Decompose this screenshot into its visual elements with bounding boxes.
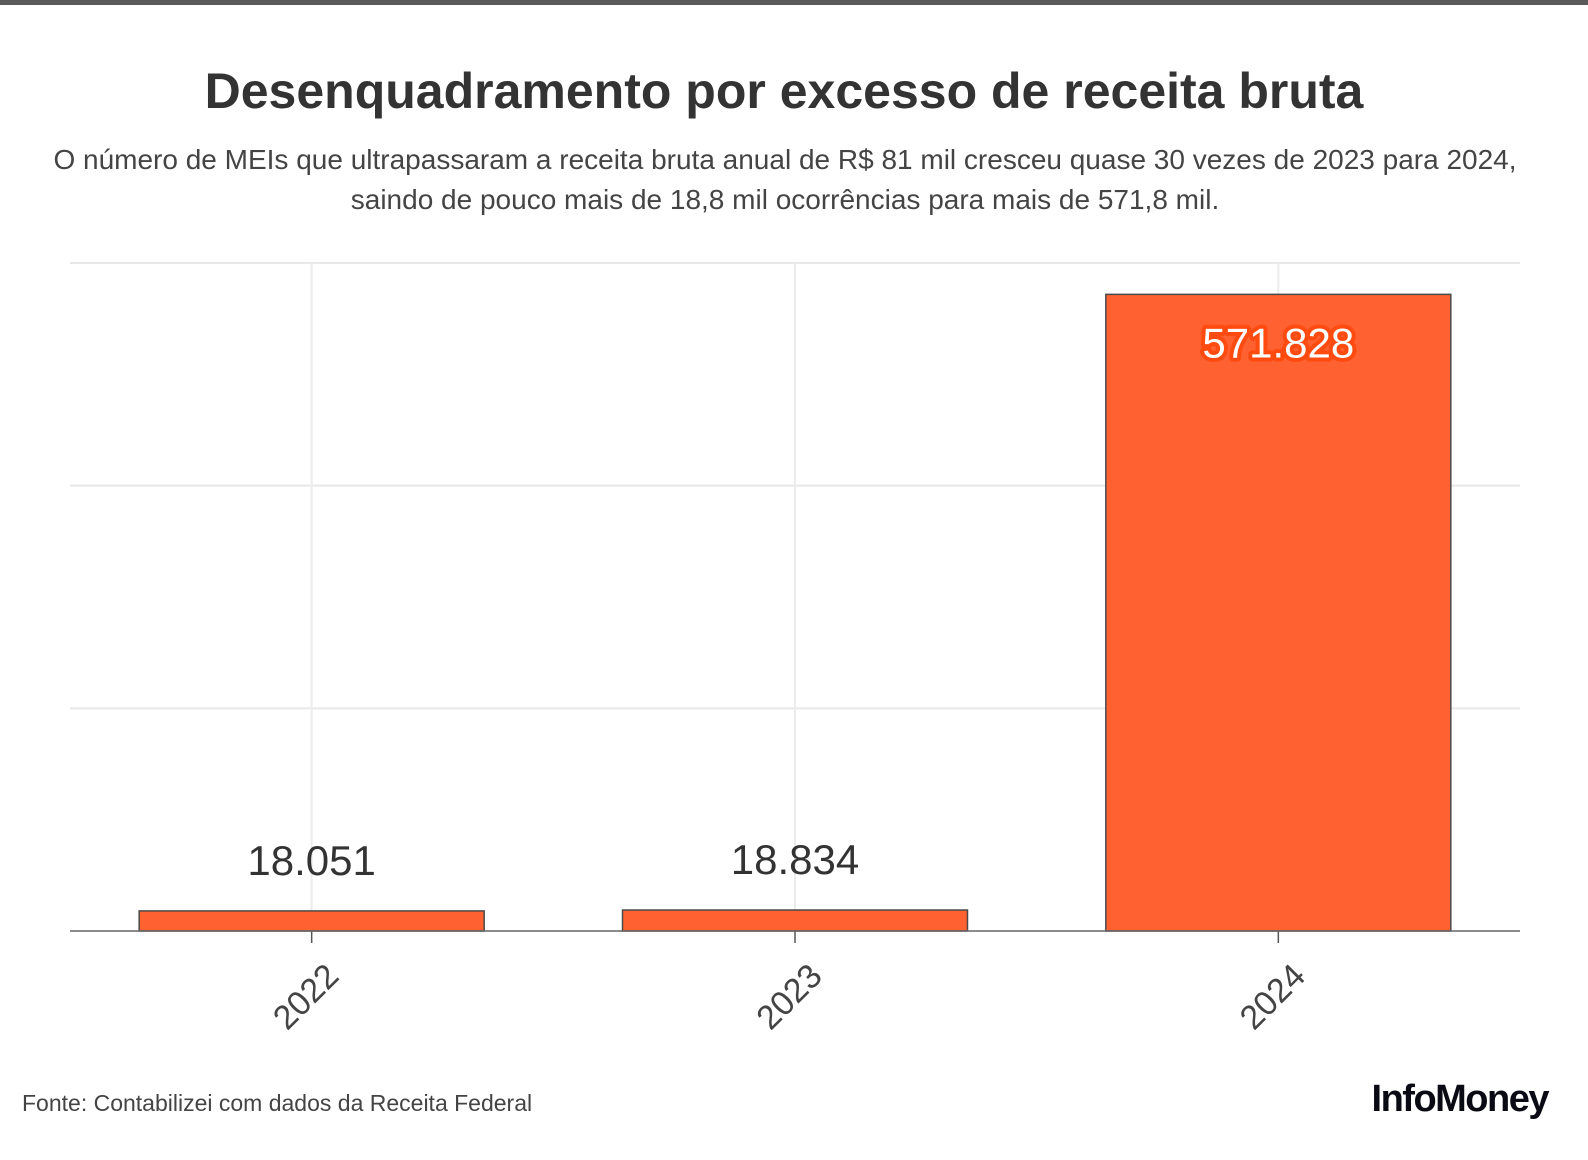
data-label-2023: 18.834 bbox=[731, 836, 859, 883]
x-tick-label-2022: 2022 bbox=[266, 957, 346, 1037]
data-label-halo: 571.828 bbox=[1202, 319, 1354, 366]
chart-title: Desenquadramento por excesso de receita … bbox=[204, 63, 1364, 119]
chart-subtitle: O número de MEIs que ultrapassaram a rec… bbox=[53, 144, 1517, 215]
x-tick-label-2023: 2023 bbox=[749, 957, 829, 1037]
source-note: Fonte: Contabilizei com dados da Receita… bbox=[22, 1090, 533, 1116]
bar-2024 bbox=[1105, 293, 1452, 932]
top-border bbox=[0, 0, 1588, 5]
x-tick-label-2024: 2024 bbox=[1233, 957, 1313, 1037]
data-label-2022: 18.051 bbox=[247, 837, 375, 884]
data-label-2024: 571.828 bbox=[1202, 319, 1354, 366]
bar-2023 bbox=[621, 909, 969, 932]
infomoney-logo: InfoMoney bbox=[1371, 1078, 1550, 1120]
bar-2022 bbox=[138, 910, 485, 932]
